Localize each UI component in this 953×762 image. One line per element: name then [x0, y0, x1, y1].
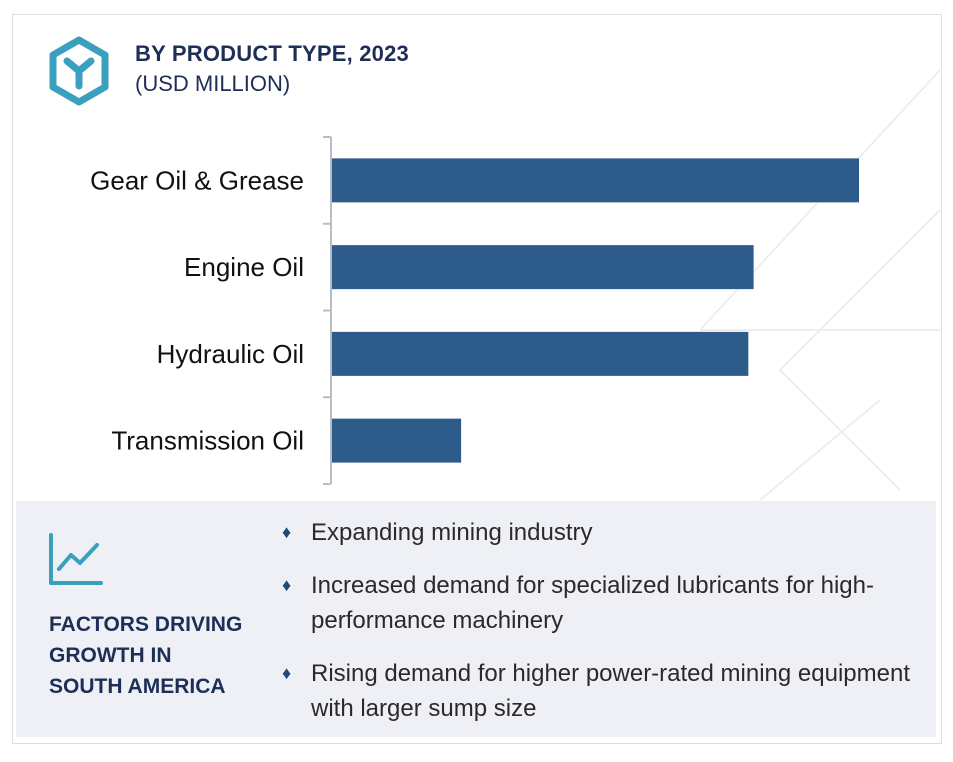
- diamond-bullet-icon: ♦: [282, 522, 292, 542]
- factor-text: Expanding mining industry: [311, 519, 593, 546]
- category-label: Hydraulic Oil: [157, 339, 304, 369]
- category-label: Gear Oil & Grease: [90, 165, 304, 195]
- factors-title-line: SOUTH AMERICA: [49, 675, 226, 698]
- line-chart-icon: [49, 533, 103, 585]
- bar: [332, 158, 859, 203]
- factors-title: FACTORS DRIVING GROWTH IN SOUTH AMERICA: [49, 609, 279, 702]
- bar-chart: Gear Oil & Grease Engine Oil Hydraulic Oil…: [90, 136, 859, 485]
- factors-title-line: FACTORS DRIVING: [49, 613, 243, 636]
- category-label: Engine Oil: [184, 252, 304, 282]
- factors-list: ♦ Expanding mining industry ♦ Increased …: [282, 515, 912, 744]
- bar: [332, 245, 754, 290]
- chart-subtitle: (USD MILLION): [135, 71, 291, 96]
- list-item: ♦ Increased demand for specialized lubri…: [282, 568, 912, 638]
- factor-text: Rising demand for higher power-rated min…: [311, 660, 910, 722]
- factor-text: Increased demand for specialized lubrica…: [311, 572, 874, 634]
- factors-panel: [16, 501, 936, 737]
- list-item: ♦ Expanding mining industry: [282, 515, 912, 550]
- factors-title-line: GROWTH IN: [49, 644, 172, 667]
- category-label: Transmission Oil: [111, 426, 304, 456]
- list-item: ♦ Rising demand for higher power-rated m…: [282, 656, 912, 726]
- bar: [332, 418, 462, 463]
- bar: [332, 331, 749, 376]
- diamond-bullet-icon: ♦: [282, 575, 292, 595]
- hexagon-y-logo-icon: [49, 36, 109, 106]
- chart-title: BY PRODUCT TYPE, 2023: [135, 41, 409, 66]
- diamond-bullet-icon: ♦: [282, 663, 292, 683]
